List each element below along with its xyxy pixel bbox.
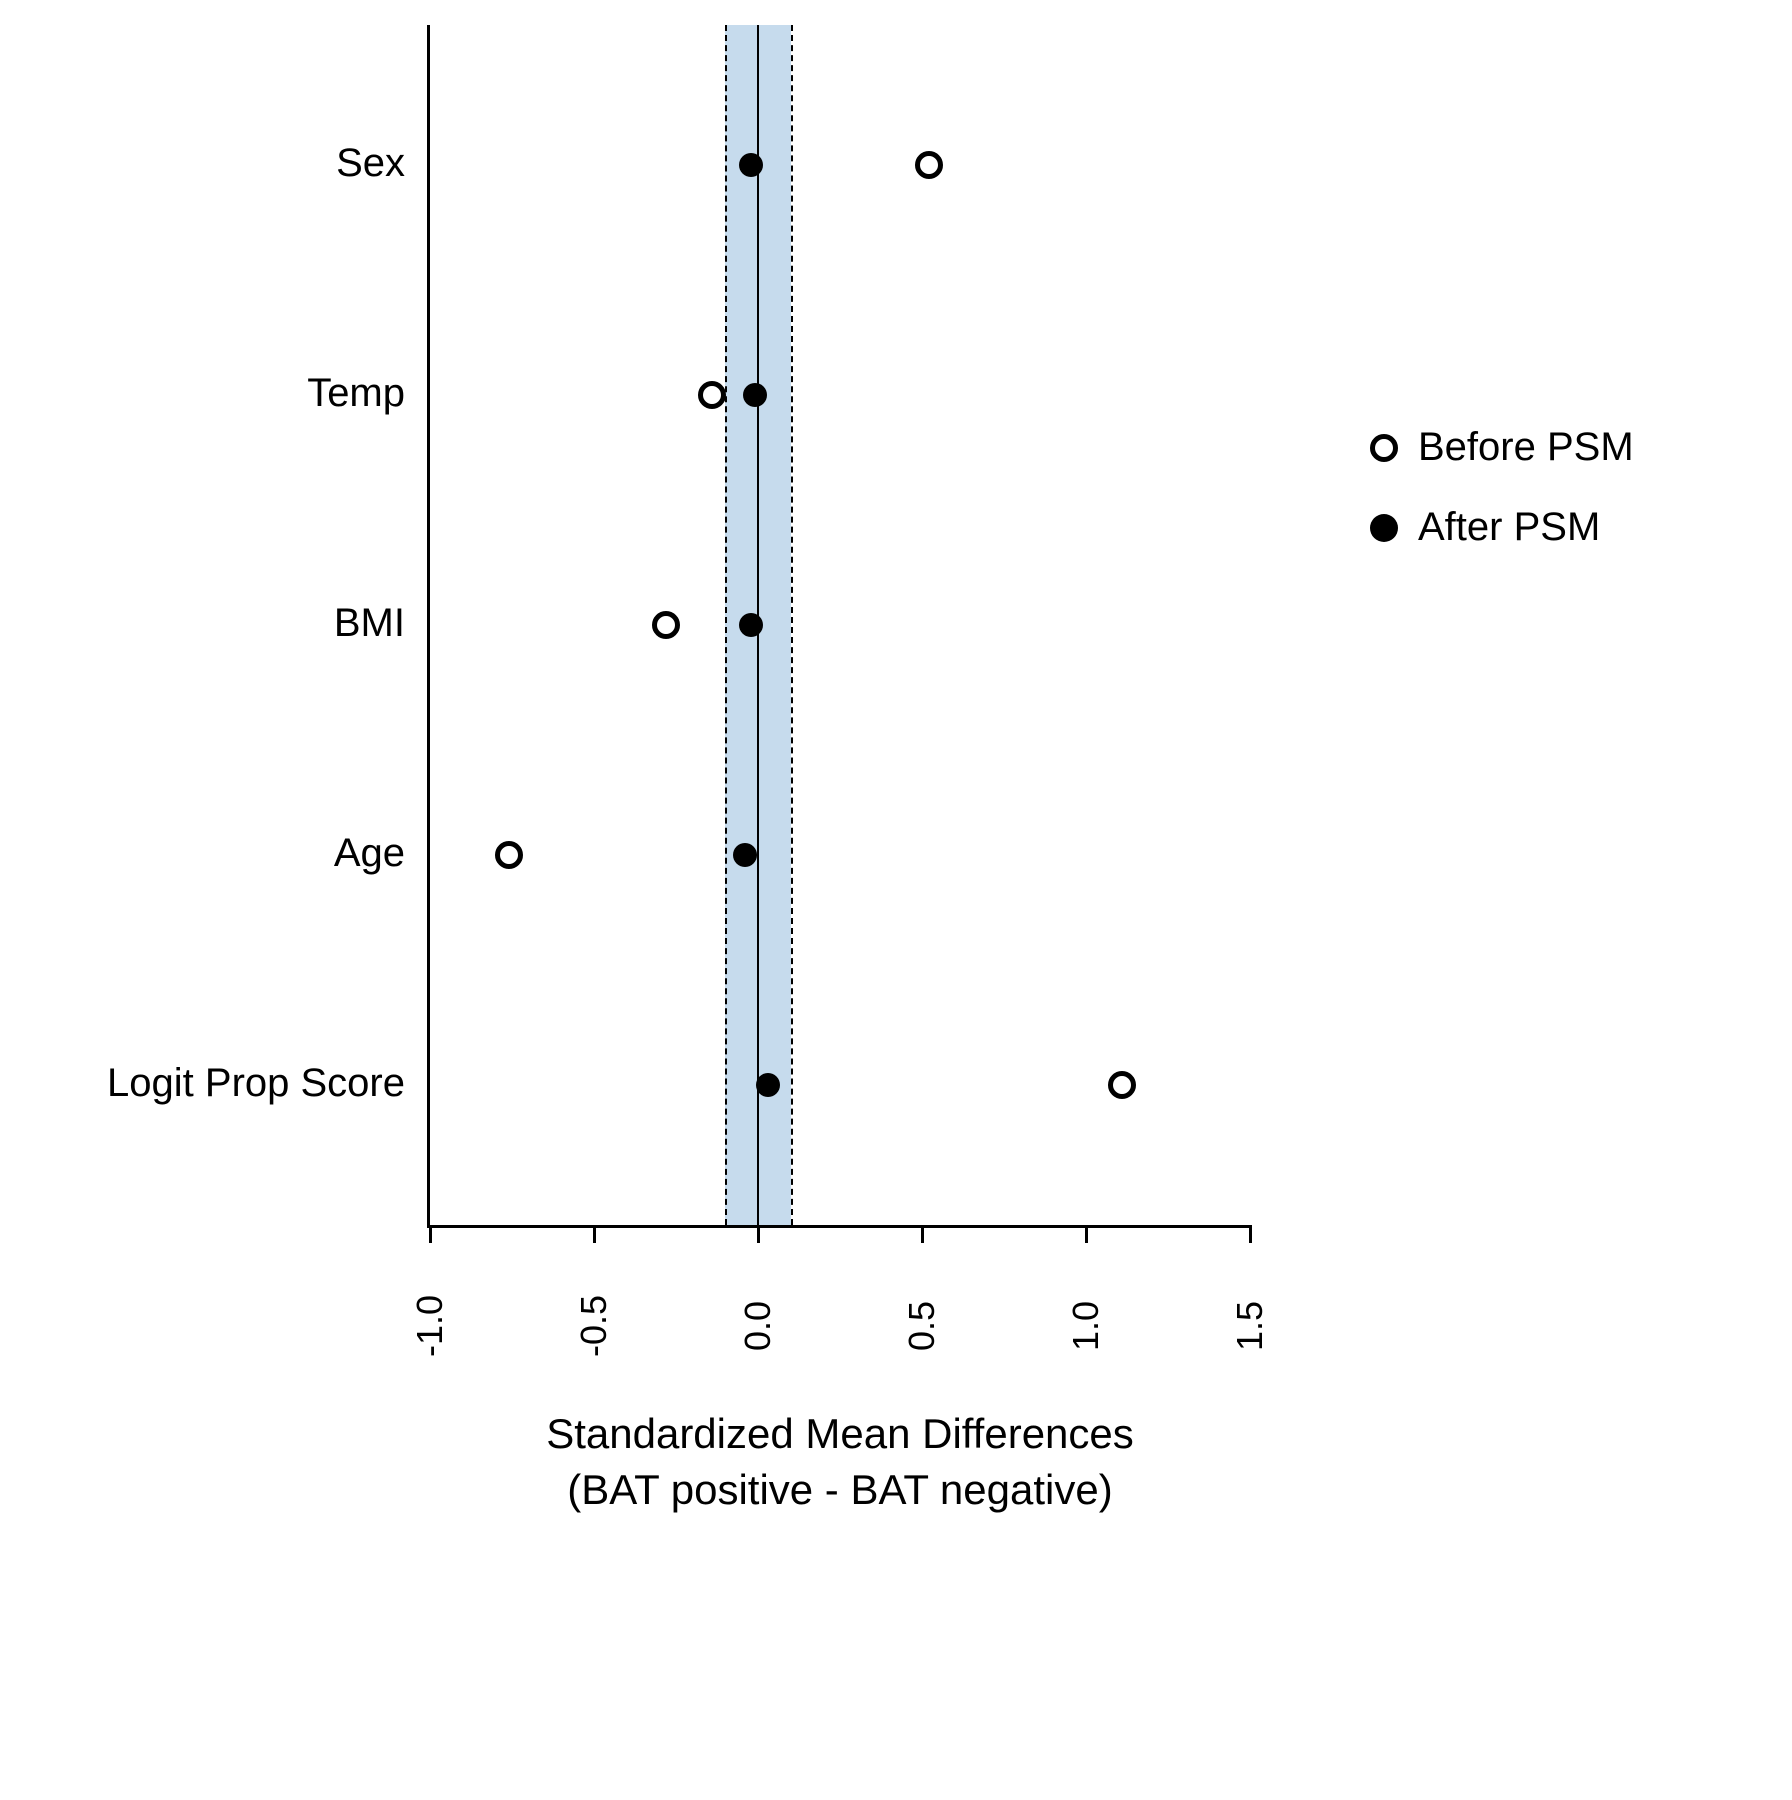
legend-marker-open-icon <box>1370 434 1398 462</box>
y-category-label: Sex <box>336 141 405 186</box>
x-axis-line <box>427 1225 1250 1228</box>
x-tick-label: 1.0 <box>1065 1276 1107 1376</box>
x-tick <box>593 1225 596 1243</box>
marker-after-psm <box>756 1073 780 1097</box>
y-category-label: Temp <box>307 371 405 416</box>
band-edge-line <box>791 25 793 1225</box>
y-category-label: Logit Prop Score <box>107 1061 405 1106</box>
x-tick-label: -1.0 <box>409 1276 451 1376</box>
x-tick <box>1249 1225 1252 1243</box>
band-edge-line <box>725 25 727 1225</box>
marker-after-psm <box>733 843 757 867</box>
x-tick <box>1085 1225 1088 1243</box>
plot-area: -1.0-0.50.00.51.01.5 <box>430 25 1250 1225</box>
x-tick <box>921 1225 924 1243</box>
legend-item: After PSM <box>1370 505 1600 550</box>
marker-after-psm <box>739 613 763 637</box>
legend-marker-filled-icon <box>1370 514 1398 542</box>
y-category-label: Age <box>334 831 405 876</box>
y-category-label: BMI <box>334 601 405 646</box>
legend-label: After PSM <box>1418 505 1600 550</box>
x-tick-label: 0.0 <box>737 1276 779 1376</box>
marker-before-psm <box>495 841 523 869</box>
legend-label: Before PSM <box>1418 425 1634 470</box>
x-tick-label: 0.5 <box>901 1276 943 1376</box>
x-axis-title-line1: Standardized Mean Differences <box>50 1410 1630 1458</box>
marker-before-psm <box>652 611 680 639</box>
y-axis-line <box>427 25 430 1225</box>
legend-item: Before PSM <box>1370 425 1634 470</box>
marker-before-psm <box>698 381 726 409</box>
x-tick-label: 1.5 <box>1229 1276 1271 1376</box>
marker-after-psm <box>739 153 763 177</box>
x-axis-title-line2: (BAT positive - BAT negative) <box>50 1466 1630 1514</box>
marker-after-psm <box>743 383 767 407</box>
x-tick <box>429 1225 432 1243</box>
x-tick <box>757 1225 760 1243</box>
marker-before-psm <box>915 151 943 179</box>
x-tick-label: -0.5 <box>573 1276 615 1376</box>
chart-container: -1.0-0.50.00.51.01.5 Before PSMAfter PSM… <box>50 20 1750 1780</box>
marker-before-psm <box>1108 1071 1136 1099</box>
